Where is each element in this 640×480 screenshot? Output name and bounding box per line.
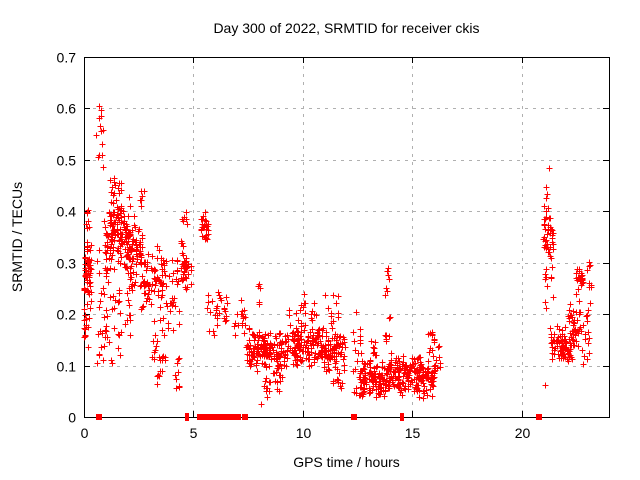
chart-title: Day 300 of 2022, SRMTID for receiver cki… xyxy=(213,20,479,36)
x-tick-label: 10 xyxy=(296,425,312,441)
tick-labels: 0 5 10 15 20 0 0.1 0.2 0.3 0.4 0.5 0.6 0.7 xyxy=(57,49,531,441)
y-axis-label: SRMTID / TECUs xyxy=(9,182,25,292)
y-tick-label: 0.6 xyxy=(57,100,77,116)
y-tick-label: 0.2 xyxy=(57,306,77,322)
scatter-points xyxy=(81,103,595,421)
gridlines xyxy=(85,58,608,416)
x-tick-label: 0 xyxy=(81,425,89,441)
x-tick-label: 15 xyxy=(405,425,421,441)
y-tick-label: 0.5 xyxy=(57,152,77,168)
zero-square-markers xyxy=(96,414,542,420)
plus-markers xyxy=(81,103,595,408)
y-tick-label: 0.4 xyxy=(57,203,77,219)
x-tick-label: 20 xyxy=(515,425,531,441)
plot-border xyxy=(84,57,610,418)
y-tick-label: 0 xyxy=(68,409,76,425)
x-tick-label: 5 xyxy=(190,425,198,441)
x-axis-label: GPS time / hours xyxy=(293,454,400,470)
axis-ticks xyxy=(84,57,609,418)
y-tick-label: 0.3 xyxy=(57,255,77,271)
y-tick-label: 0.1 xyxy=(57,358,77,374)
y-tick-label: 0.7 xyxy=(57,49,77,65)
